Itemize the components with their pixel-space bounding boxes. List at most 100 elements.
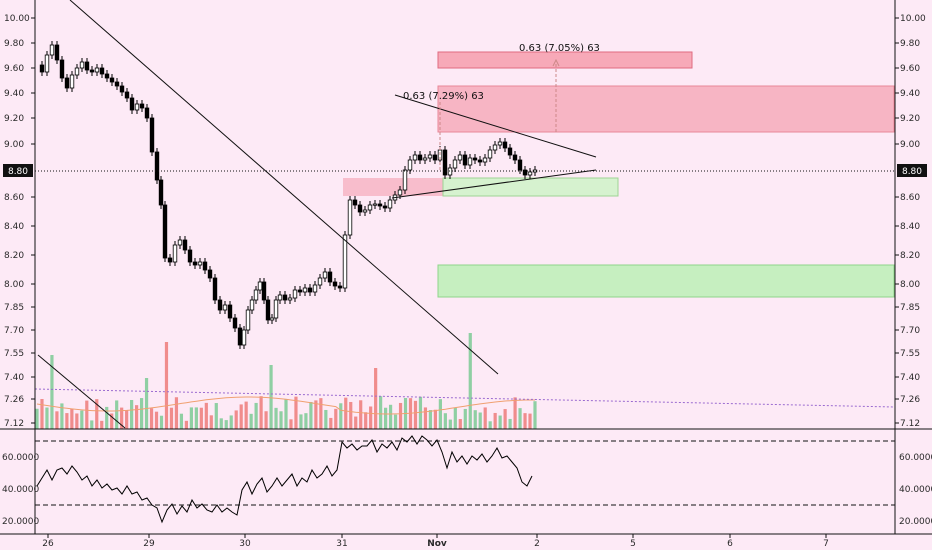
candle-body [69, 74, 75, 89]
candle-body [422, 157, 428, 161]
volume-bar [428, 410, 433, 429]
candle-body [377, 203, 383, 207]
volume-bar [384, 407, 388, 429]
candle-body [397, 189, 403, 196]
volume-bar [219, 418, 223, 429]
candle-body [222, 304, 228, 311]
candle-body [84, 61, 90, 71]
time-tick-label: 31 [336, 539, 347, 549]
demand-zone-large [437, 264, 895, 298]
price-tick-right: 9.60 [900, 64, 920, 74]
time-tick-label: 2 [534, 539, 540, 549]
candle-body [109, 77, 115, 83]
volume-bar [90, 420, 94, 429]
candle-body [357, 204, 363, 213]
volume-bar [468, 333, 472, 429]
volume-bar [478, 412, 482, 429]
volume-bar [159, 415, 164, 429]
volume-bar [354, 416, 358, 429]
volume-bar [254, 402, 258, 429]
candle-body [512, 154, 518, 161]
price-axis: 10.00 10.00 9.80 9.80 9.60 9.60 9.40 9.40 9.20 9.… [4, 14, 926, 429]
candle-body [162, 204, 168, 259]
price-tick-right: 8.40 [900, 222, 920, 232]
last-price-badge-right: 8.80 [897, 164, 927, 177]
time-tick-label: 29 [143, 539, 155, 549]
volume-bar [144, 378, 149, 429]
candle-body [99, 67, 105, 75]
volume-bar [523, 413, 527, 429]
candle-body [382, 205, 388, 209]
volume-bar [125, 410, 129, 429]
candle-body [507, 147, 513, 156]
annotation-measure-2: 0.63 (7.05%) 63 [519, 43, 600, 54]
candle-body [158, 179, 164, 206]
candle-body [261, 281, 267, 301]
price-tick-left: 8.40 [4, 222, 24, 232]
candle-body [502, 141, 508, 149]
price-tick-right: 9.40 [900, 89, 920, 99]
volume-bar [393, 414, 398, 429]
volume-bar [319, 398, 323, 429]
volume-bar [130, 399, 134, 429]
candle-body [241, 329, 247, 346]
rsi-tick-right: 60.0000 [899, 453, 932, 463]
time-tick-label: 26 [42, 539, 54, 549]
volume-bar [234, 410, 238, 429]
candle-body [119, 85, 125, 93]
candle-body [54, 44, 60, 61]
volume-bar [169, 407, 174, 429]
candle-body [372, 203, 378, 206]
volume-bar [115, 400, 119, 429]
candle-body [232, 317, 238, 329]
volume-bar [199, 407, 203, 429]
rsi-tick-right: 20.0000 [899, 517, 932, 527]
candle-body [432, 154, 438, 161]
volume-bar [443, 413, 447, 429]
price-tick-right: 7.70 [900, 326, 920, 336]
volume-bar [448, 419, 452, 429]
candle-body [337, 285, 343, 289]
candle-body [522, 169, 528, 176]
price-tick-left: 7.70 [4, 326, 24, 336]
supply-zone-left [343, 178, 443, 196]
volume-bar [179, 413, 184, 429]
volume-bar [50, 355, 54, 429]
volume-bar [135, 405, 139, 429]
candle-body [332, 281, 338, 287]
candle-body [49, 44, 55, 56]
price-tick-left: 8.00 [4, 280, 24, 290]
volume-bar [339, 403, 343, 429]
candle-body [245, 309, 251, 331]
candle-body [89, 69, 95, 73]
candle-body [467, 157, 473, 166]
time-tick-label: 7 [823, 539, 829, 549]
candle-body [402, 169, 408, 191]
candle-body [207, 269, 213, 279]
volume-bar [334, 408, 338, 429]
price-tick-left: 7.85 [4, 303, 24, 313]
price-zones [343, 51, 895, 298]
candle-body [139, 103, 145, 109]
volume-bar [309, 401, 313, 429]
volume-bar [70, 408, 74, 429]
price-tick-right: 7.85 [900, 303, 920, 313]
candle-body [167, 257, 173, 263]
candle-body [253, 289, 259, 301]
candle-body [492, 144, 498, 151]
volume-bar [364, 412, 368, 429]
candle-body [497, 141, 503, 146]
candle-body [177, 239, 183, 246]
candle-body [407, 159, 413, 171]
candles [39, 41, 538, 349]
volume-bar [493, 412, 497, 429]
volume-bar [204, 402, 208, 429]
volume-bar [60, 403, 64, 429]
volume-bar [518, 408, 522, 429]
volume-bar [438, 399, 442, 429]
volume-bar [85, 400, 89, 429]
volume-bar [164, 342, 169, 429]
candle-body [249, 299, 255, 311]
rsi-pane [35, 435, 895, 524]
